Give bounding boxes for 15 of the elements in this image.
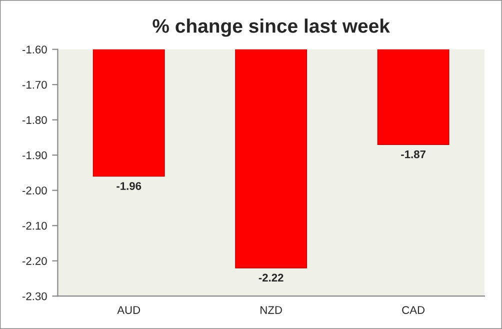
data-label: -1.87: [401, 150, 426, 158]
y-tick-label: -2.00: [22, 186, 47, 194]
y-tick-label: -1.80: [22, 116, 47, 124]
x-tick-label: CAD: [402, 306, 425, 314]
y-tick-label: -1.70: [22, 80, 47, 89]
y-tick-label: -2.10: [22, 222, 47, 230]
chart-title: % change since last week: [152, 18, 390, 37]
y-tick-label: -2.30: [22, 292, 47, 300]
data-label: -1.96: [116, 182, 142, 190]
y-tick-label: -1.90: [22, 151, 47, 160]
x-tick-label: NZD: [260, 306, 282, 314]
y-tick-label: -1.60: [22, 46, 47, 54]
y-tick-label: -2.20: [22, 257, 47, 265]
data-label: -2.22: [258, 274, 284, 282]
x-tick-label: AUD: [117, 306, 140, 314]
